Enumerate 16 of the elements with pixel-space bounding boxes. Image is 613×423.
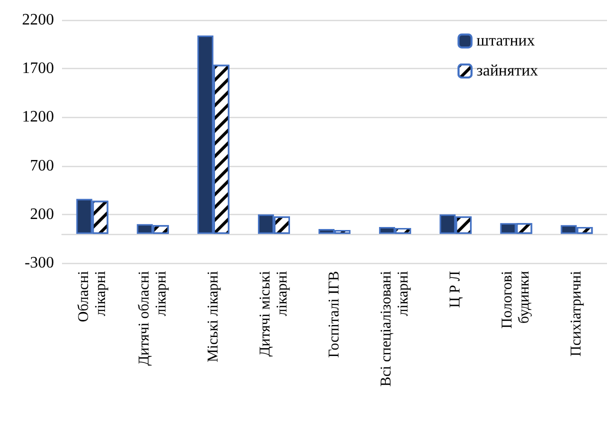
- x-tick-label: Всі спеціалізовані лікарні: [378, 271, 412, 387]
- y-tick-label: 700: [30, 157, 54, 174]
- x-tick-label: Госпіталі ІГВ: [326, 271, 342, 358]
- legend-label: зайнятих: [476, 62, 538, 80]
- y-tick-label: 200: [30, 206, 54, 223]
- x-tick-label: Пологові будинки: [500, 271, 533, 329]
- x-tick-label: Психіатричні: [568, 271, 585, 356]
- x-tick-label: Ц Р Л: [448, 271, 464, 308]
- legend-label: штатних: [476, 32, 535, 50]
- y-tick-label: 2200: [22, 12, 54, 28]
- x-tick-label: Обласні лікарні: [76, 271, 109, 322]
- x-tick-label: Міські лікарні: [205, 271, 222, 362]
- x-tick-label: Дитячі міські лікарні: [257, 271, 290, 357]
- y-tick-label: 1700: [22, 60, 54, 78]
- y-tick-label: 1200: [22, 108, 54, 126]
- y-tick-label: -300: [24, 254, 54, 272]
